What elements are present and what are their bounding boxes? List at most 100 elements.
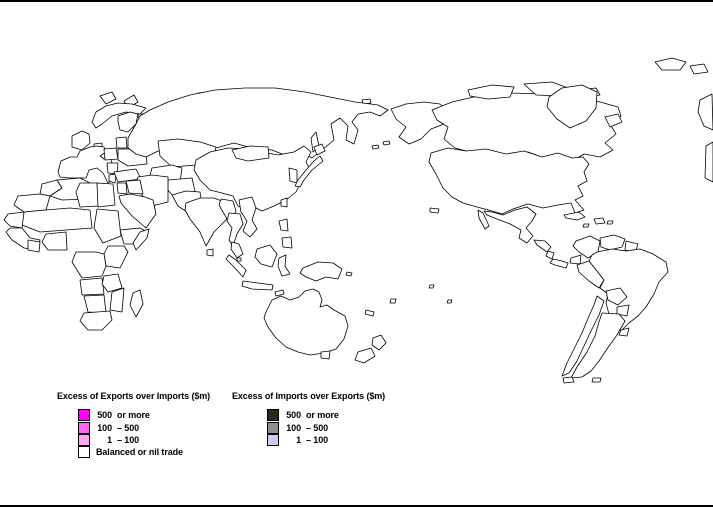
region-philippines-luzon <box>278 218 289 232</box>
region-wrap-svalbard <box>654 57 687 71</box>
region-japan-hokkaido <box>313 143 326 156</box>
legend-value: 100 <box>286 422 301 433</box>
region-hispaniola <box>593 217 606 225</box>
region-sumatra <box>225 254 247 278</box>
region-argentina <box>570 312 626 379</box>
region-namibia-botswana <box>83 294 107 314</box>
region-iceland <box>604 113 623 128</box>
region-svalbard <box>99 91 117 105</box>
legend-value: 500 <box>97 410 112 421</box>
region-sri-lanka <box>206 248 214 257</box>
legend-label: – 100 <box>117 434 140 445</box>
region-pacific-islet <box>446 299 453 304</box>
region-south-africa <box>79 310 113 331</box>
region-puerto-rico <box>606 220 614 225</box>
region-drc <box>71 251 107 279</box>
region-panama <box>549 258 569 269</box>
legend-item-balanced: Balanced or nil trade <box>78 446 210 459</box>
legend-value: 1 <box>296 434 301 445</box>
legend-item-imp1: 1 – 100 <box>267 433 385 446</box>
region-baja <box>477 209 490 230</box>
region-sudan <box>93 208 122 244</box>
region-jamaica <box>582 223 590 228</box>
legend-item-exp500: 500 or more <box>78 409 210 422</box>
region-sulawesi <box>277 254 291 277</box>
region-greenland <box>546 84 598 129</box>
region-poland <box>103 147 119 161</box>
region-libya <box>75 182 100 208</box>
region-sweden <box>117 111 139 133</box>
region-singapore <box>236 257 242 262</box>
region-cote-divoire <box>27 239 41 253</box>
region-bolivia <box>605 287 628 306</box>
region-solomons <box>345 271 353 277</box>
region-kenya-tanzania <box>103 245 129 269</box>
bottom-border-line <box>0 505 713 507</box>
region-falklands <box>591 377 602 383</box>
region-mexico <box>483 206 537 244</box>
region-tasmania <box>320 350 331 360</box>
region-brazil <box>588 248 669 332</box>
region-aleutian <box>382 140 391 146</box>
region-uruguay <box>618 327 630 337</box>
legend-item-exp1: 1 – 100 <box>78 433 210 446</box>
region-mozambique <box>109 287 125 313</box>
region-zambia <box>101 273 123 293</box>
region-baltics <box>115 136 128 149</box>
legend-swatch-imp1 <box>267 433 279 446</box>
legend-swatch-imp100 <box>267 421 279 434</box>
legend-item-imp100: 100 – 500 <box>267 421 385 434</box>
region-egypt <box>96 182 116 208</box>
region-senegal <box>3 211 25 229</box>
legend-exports: Excess of Exports over Imports ($m) 500 … <box>57 391 210 459</box>
legend-swatch-imp500 <box>267 409 279 422</box>
legend-value: 100 <box>97 422 112 433</box>
top-border-line <box>0 0 713 2</box>
legend-imports-title: Excess of Imports over Exports ($m) <box>232 391 386 401</box>
region-angola <box>79 277 105 296</box>
region-norway <box>91 102 147 129</box>
region-nz-south <box>354 347 376 364</box>
legend-imports-items: 500 or more 100 – 500 1 – 100 <box>232 409 385 446</box>
legend-exports-title: Excess of Exports over Imports ($m) <box>57 391 211 401</box>
region-usa <box>428 147 590 215</box>
region-new-caledonia <box>364 309 375 317</box>
legend-swatch-exp1 <box>78 433 90 446</box>
region-australia <box>263 288 349 356</box>
region-nigeria <box>41 231 68 251</box>
region-chile <box>561 295 605 377</box>
region-taiwan <box>280 197 288 208</box>
region-venezuela <box>599 234 626 251</box>
legend-imports: Excess of Imports over Exports ($m) 500 … <box>232 391 385 446</box>
region-guatemala <box>533 239 552 253</box>
region-west-europe <box>57 145 116 184</box>
legend-label: – 100 <box>306 434 329 445</box>
region-japan-honshu <box>294 155 324 188</box>
region-arctic-island <box>467 84 515 100</box>
region-ecuador <box>569 254 582 265</box>
region-pacific-islet <box>428 284 435 289</box>
legend-label: – 500 <box>306 422 329 433</box>
region-timor <box>274 289 285 297</box>
region-paraguay <box>616 304 630 317</box>
region-wrap-scandinavia <box>697 93 713 131</box>
region-wrap-africa <box>704 141 713 183</box>
region-levant <box>116 182 128 195</box>
region-thailand <box>226 212 244 247</box>
region-india <box>184 197 231 247</box>
region-borneo <box>254 244 278 268</box>
region-mongolia <box>231 145 270 162</box>
region-uk <box>71 130 91 151</box>
legend-label: – 500 <box>117 422 140 433</box>
legend-item-imp500: 500 or more <box>267 409 385 422</box>
legend-label: or more <box>117 410 150 421</box>
region-korea <box>288 167 298 184</box>
region-somalia <box>132 228 150 251</box>
region-java <box>241 280 274 291</box>
region-sahel <box>21 207 93 233</box>
legend-value: 500 <box>286 410 301 421</box>
legend-exports-items: 500 or more 100 – 500 1 – 100 Balanced o… <box>57 409 210 459</box>
region-new-guinea <box>299 261 343 282</box>
